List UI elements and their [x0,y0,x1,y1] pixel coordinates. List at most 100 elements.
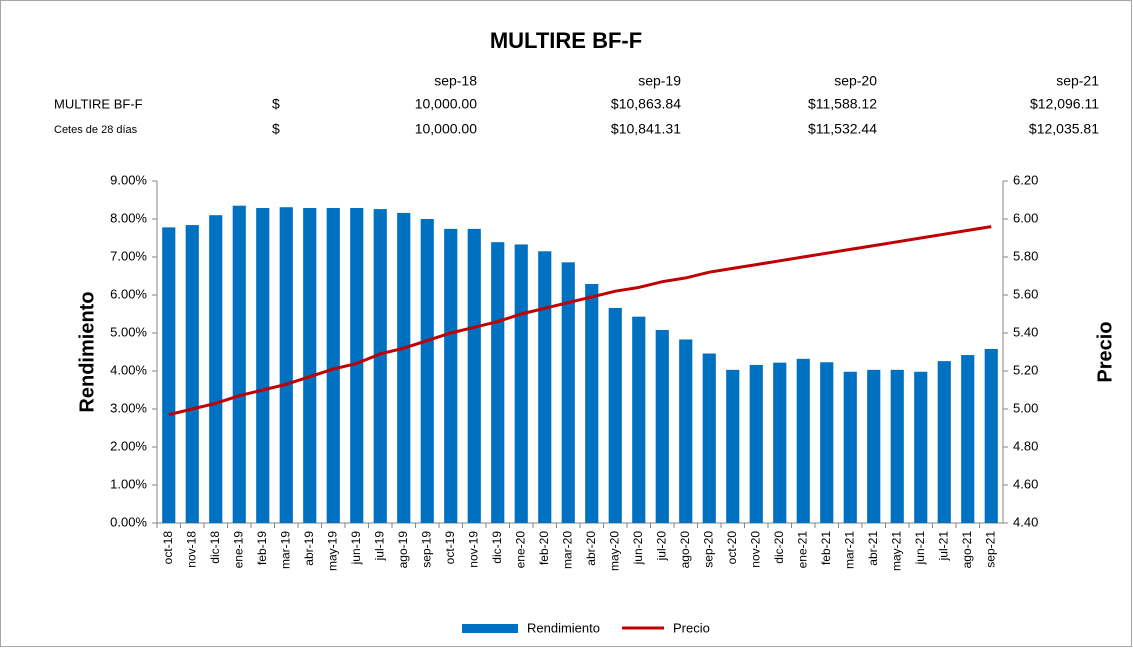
bar [702,353,716,523]
y2-tick-label: 6.00 [1013,210,1038,225]
table-currency: $ [272,96,280,112]
y-axis-title: Rendimiento [76,291,98,412]
y2-tick-label: 4.40 [1013,514,1038,529]
bar [303,207,317,524]
bar [420,219,434,523]
x-tick-label: nov-19 [466,531,480,568]
bar [561,262,575,523]
y2-tick-label: 5.40 [1013,324,1038,339]
bar [209,215,223,523]
y2-tick-label: 5.80 [1013,248,1038,263]
x-tick-label: ene-19 [231,531,245,569]
legend-label: Precio [673,620,710,635]
x-tick-label: ago-19 [396,531,410,569]
bar [373,209,387,523]
table-column-header: sep-18 [434,73,477,89]
bar [467,228,481,523]
y-tick-label: 9.00% [110,172,147,187]
table-row-label: MULTIRE BF-F [54,96,143,111]
x-tick-label: nov-18 [184,531,198,568]
y-tick-label: 5.00% [110,324,147,339]
bar [491,242,505,523]
bar [538,251,552,524]
x-tick-label: ago-20 [678,531,692,569]
table-cell: $12,035.81 [1029,121,1099,137]
bar [820,362,834,523]
x-tick-label: may-21 [889,531,903,571]
y2-tick-label: 4.80 [1013,438,1038,453]
bar [843,371,857,523]
x-tick-label: feb-20 [537,531,551,565]
y-tick-label: 6.00% [110,286,147,301]
x-tick-label: mar-20 [560,531,574,569]
y2-tick-label: 4.60 [1013,476,1038,491]
x-tick-label: dic-19 [490,531,504,564]
bar [726,369,740,523]
x-tick-label: dic-18 [208,531,222,564]
line [168,225,992,417]
bar [749,364,763,523]
bar [608,307,622,523]
y-tick-label: 4.00% [110,362,147,377]
x-tick-label: ene-20 [513,531,527,569]
bar [232,205,246,523]
x-tick-label: nov-20 [748,531,762,568]
y-tick-label: 8.00% [110,210,147,225]
table-cell: $12,096.11 [1030,96,1099,112]
y-tick-label: 7.00% [110,248,147,263]
x-tick-label: sep-20 [701,531,715,568]
y-tick-label: 1.00% [110,476,147,491]
bar [279,207,293,523]
x-tick-label: dic-20 [772,531,786,564]
x-tick-label: oct-19 [443,531,457,565]
x-tick-label: mar-21 [842,531,856,569]
table-column-header: sep-19 [638,73,681,89]
bar [984,348,998,523]
y2-tick-label: 5.00 [1013,400,1038,415]
x-tick-label: oct-18 [161,531,175,565]
y2-tick-label: 5.60 [1013,286,1038,301]
table-column-header: sep-21 [1056,73,1099,89]
x-tick-label: jun-21 [913,531,927,566]
bar [773,362,787,523]
y-tick-label: 3.00% [110,400,147,415]
table-cell: $10,841.31 [611,121,681,137]
bar [655,329,669,523]
x-tick-label: ene-21 [795,531,809,569]
table-cell: 10,000.00 [415,121,477,137]
legend-label: Rendimiento [527,620,600,635]
x-tick-label: jul-20 [654,531,668,562]
x-tick-label: may-19 [325,531,339,571]
bar [397,212,411,524]
bar [914,371,928,523]
bar [326,207,340,524]
x-tick-label: jun-20 [631,531,645,566]
x-tick-label: sep-21 [983,531,997,568]
table-cell: $10,863.84 [611,96,681,112]
x-tick-label: oct-20 [725,531,739,565]
x-tick-label: jun-19 [349,531,363,566]
bar [514,244,528,523]
chart-title: MULTIRE BF-F [490,28,642,53]
x-tick-label: may-20 [607,531,621,571]
bar [632,316,646,523]
bar [256,207,270,524]
bar [350,207,364,524]
bar [185,225,199,523]
bar [679,339,693,523]
table-column-header: sep-20 [834,73,877,89]
table-row-label: Cetes de 28 días [54,124,138,136]
y2-tick-label: 5.20 [1013,362,1038,377]
table-cell: $11,588.12 [808,96,877,112]
y-tick-label: 0.00% [110,514,147,529]
bar [162,227,176,524]
y-tick-label: 2.00% [110,438,147,453]
table-cell: $11,532.44 [808,121,877,137]
x-tick-label: sep-19 [419,531,433,568]
y2-axis-title: Precio [1094,321,1116,382]
x-tick-label: feb-19 [255,531,269,565]
x-tick-label: jul-19 [372,531,386,562]
x-tick-label: abr-20 [584,531,598,566]
